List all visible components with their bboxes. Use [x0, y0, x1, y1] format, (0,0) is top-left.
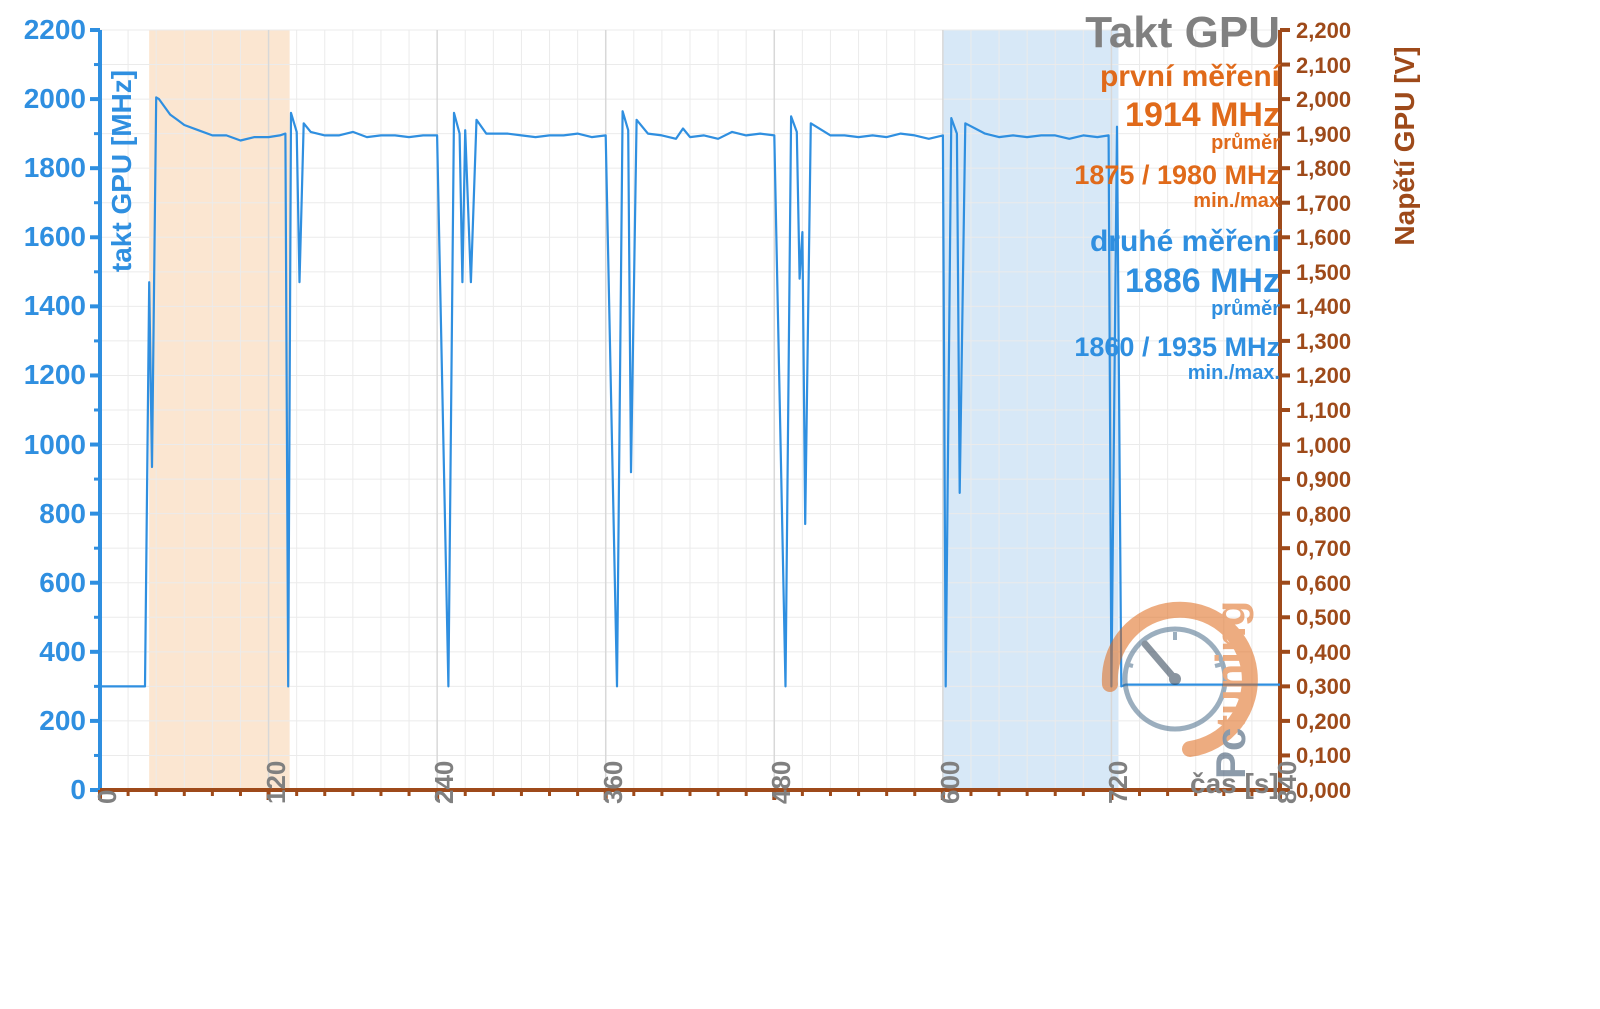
right-tick-label: 2,200	[1296, 18, 1351, 44]
right-tick-label: 0,000	[1296, 778, 1351, 804]
right-tick-label: 1,600	[1296, 225, 1351, 251]
svg-text:Pc: Pc	[1207, 728, 1254, 779]
right-axis-label: Napětí GPU [V]	[1389, 0, 1421, 296]
left-axis-label: takt GPU [MHz]	[106, 31, 138, 311]
left-tick-label: 0	[70, 774, 86, 806]
anno-second-minmax-label: min./max.	[1188, 362, 1280, 385]
anno-first-avg: 1914 MHz	[1125, 96, 1280, 135]
left-tick-label: 600	[39, 567, 86, 599]
right-tick-label: 0,400	[1296, 640, 1351, 666]
left-tick-label: 1400	[24, 290, 86, 322]
right-tick-label: 1,700	[1296, 191, 1351, 217]
right-tick-label: 1,100	[1296, 398, 1351, 424]
anno-first-title: první měření	[1100, 60, 1280, 94]
right-tick-label: 0,200	[1296, 709, 1351, 735]
right-tick-label: 0,700	[1296, 536, 1351, 562]
x-tick-label: 240	[429, 761, 460, 804]
x-tick-label: 0	[92, 790, 123, 804]
right-tick-label: 0,500	[1296, 605, 1351, 631]
left-tick-label: 400	[39, 636, 86, 668]
right-tick-label: 1,800	[1296, 156, 1351, 182]
right-tick-label: 1,000	[1296, 433, 1351, 459]
svg-text:tuning: tuning	[1207, 601, 1254, 729]
chart-wrap: Takt GPU takt GPU [MHz] Napětí GPU [V] č…	[0, 0, 1600, 1009]
right-tick-label: 1,900	[1296, 122, 1351, 148]
anno-second-minmax: 1860 / 1935 MHz	[1074, 332, 1280, 363]
left-tick-label: 1200	[24, 359, 86, 391]
x-tick-label: 360	[598, 761, 629, 804]
right-tick-label: 1,300	[1296, 329, 1351, 355]
anno-second-title: druhé měření	[1090, 225, 1280, 259]
right-tick-label: 0,800	[1296, 502, 1351, 528]
anno-second-avg-label: průměr	[1211, 298, 1280, 321]
watermark-logo: Pc tuning	[1090, 554, 1300, 789]
right-tick-label: 2,100	[1296, 53, 1351, 79]
x-tick-label: 480	[766, 761, 797, 804]
right-tick-label: 2,000	[1296, 87, 1351, 113]
right-tick-label: 1,500	[1296, 260, 1351, 286]
right-tick-label: 1,200	[1296, 363, 1351, 389]
anno-first-minmax: 1875 / 1980 MHz	[1074, 160, 1280, 191]
x-tick-label: 120	[261, 761, 292, 804]
left-tick-label: 1000	[24, 429, 86, 461]
right-tick-label: 0,300	[1296, 674, 1351, 700]
left-tick-label: 1800	[24, 152, 86, 184]
anno-first-minmax-label: min./max	[1193, 190, 1280, 213]
right-tick-label: 0,900	[1296, 467, 1351, 493]
left-tick-label: 200	[39, 705, 86, 737]
left-tick-label: 1600	[24, 221, 86, 253]
right-tick-label: 1,400	[1296, 294, 1351, 320]
left-tick-label: 2000	[24, 83, 86, 115]
anno-first-avg-label: průměr	[1211, 132, 1280, 155]
x-tick-label: 600	[935, 761, 966, 804]
right-tick-label: 0,600	[1296, 571, 1351, 597]
left-tick-label: 800	[39, 498, 86, 530]
chart-title: Takt GPU	[1085, 8, 1280, 58]
right-tick-label: 0,100	[1296, 743, 1351, 769]
chart-svg	[0, 0, 1600, 1009]
anno-second-avg: 1886 MHz	[1125, 262, 1280, 301]
left-tick-label: 2200	[24, 14, 86, 46]
